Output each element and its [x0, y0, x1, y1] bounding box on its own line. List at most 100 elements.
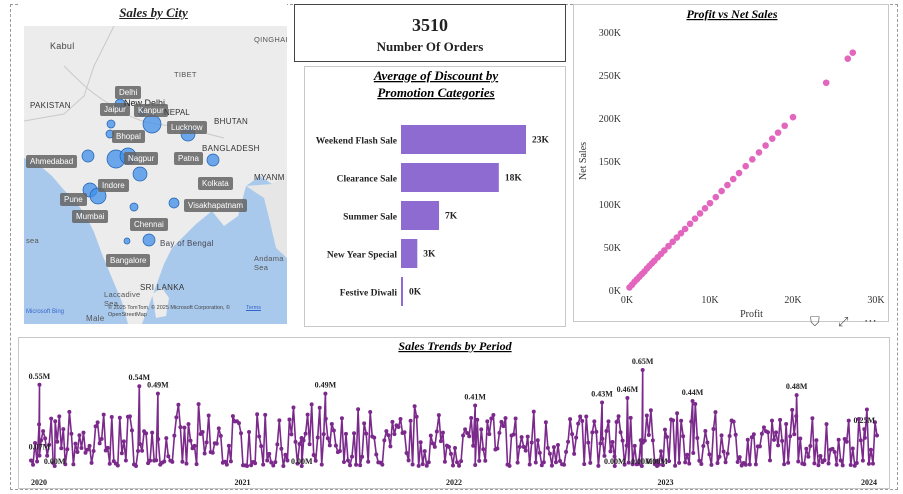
line-point[interactable]: [35, 460, 39, 464]
line-point[interactable]: [120, 451, 124, 455]
line-point[interactable]: [709, 463, 713, 467]
line-point[interactable]: [471, 444, 475, 448]
line-point[interactable]: [794, 414, 798, 418]
line-point[interactable]: [524, 449, 528, 453]
scatter-point[interactable]: [844, 55, 851, 62]
line-point[interactable]: [164, 436, 168, 440]
line-point[interactable]: [687, 462, 691, 466]
line-point[interactable]: [752, 432, 756, 436]
line-point[interactable]: [247, 430, 251, 434]
line-point[interactable]: [770, 419, 774, 423]
line-point[interactable]: [469, 416, 473, 420]
line-point[interactable]: [148, 459, 152, 463]
line-point[interactable]: [362, 421, 366, 425]
line-point[interactable]: [806, 455, 810, 459]
line-point[interactable]: [253, 461, 257, 465]
line-point[interactable]: [572, 452, 576, 456]
line-point[interactable]: [467, 434, 471, 438]
line-point[interactable]: [322, 432, 326, 436]
scatter-point[interactable]: [724, 182, 731, 189]
line-point[interactable]: [392, 432, 396, 436]
line-point[interactable]: [211, 451, 215, 455]
line-point[interactable]: [869, 448, 873, 452]
scatter-point[interactable]: [756, 149, 763, 156]
line-point[interactable]: [388, 444, 392, 448]
line-point[interactable]: [564, 450, 568, 454]
line-point[interactable]: [570, 432, 574, 436]
line-point[interactable]: [55, 440, 59, 444]
line-point[interactable]: [441, 431, 445, 435]
line-point[interactable]: [610, 440, 614, 444]
line-point[interactable]: [473, 463, 477, 467]
line-point[interactable]: [782, 462, 786, 466]
line-point[interactable]: [659, 449, 663, 453]
line-point[interactable]: [138, 442, 142, 446]
line-point[interactable]: [554, 460, 558, 464]
scatter-point[interactable]: [769, 135, 776, 142]
line-point[interactable]: [271, 464, 275, 468]
line-point[interactable]: [566, 440, 570, 444]
line-point[interactable]: [562, 463, 566, 467]
line-point[interactable]: [847, 419, 851, 423]
line-point[interactable]: [277, 418, 281, 422]
line-point[interactable]: [520, 435, 524, 439]
city-label-lucknow[interactable]: Lucknow: [167, 121, 207, 134]
line-point[interactable]: [457, 464, 461, 468]
line-point[interactable]: [633, 444, 637, 448]
line-point[interactable]: [110, 415, 114, 419]
line-point[interactable]: [608, 449, 612, 453]
map-area[interactable]: Kabul QINGHAI TIBET PAKISTAN BHUTAN BANG…: [24, 26, 287, 324]
scatter-point[interactable]: [749, 156, 756, 163]
line-point[interactable]: [279, 447, 283, 451]
line-point[interactable]: [542, 460, 546, 464]
city-label-bangalore[interactable]: Bangalore: [106, 254, 150, 267]
line-point[interactable]: [124, 459, 128, 463]
line-point[interactable]: [180, 460, 184, 464]
line-point[interactable]: [37, 454, 41, 458]
line-point[interactable]: [122, 439, 126, 443]
line-point[interactable]: [137, 384, 141, 388]
line-point[interactable]: [130, 428, 134, 432]
line-point[interactable]: [283, 453, 287, 457]
line-point[interactable]: [600, 437, 604, 441]
line-point[interactable]: [598, 441, 602, 445]
line-point[interactable]: [574, 436, 578, 440]
line-point[interactable]: [207, 414, 211, 418]
line-point[interactable]: [136, 449, 140, 453]
line-point[interactable]: [693, 402, 697, 406]
line-point[interactable]: [449, 452, 453, 456]
line-point[interactable]: [197, 402, 201, 406]
line-point[interactable]: [776, 443, 780, 447]
line-point[interactable]: [851, 446, 855, 450]
line-point[interactable]: [526, 435, 530, 439]
line-point[interactable]: [576, 422, 580, 426]
line-point[interactable]: [323, 392, 327, 396]
line-point[interactable]: [310, 402, 314, 406]
line-point[interactable]: [596, 464, 600, 468]
line-point[interactable]: [346, 459, 350, 463]
scatter-point[interactable]: [718, 188, 725, 195]
line-point[interactable]: [550, 464, 554, 468]
line-point[interactable]: [845, 440, 849, 444]
line-point[interactable]: [316, 436, 320, 440]
line-point[interactable]: [619, 430, 623, 434]
scatter-point[interactable]: [707, 200, 714, 207]
line-point[interactable]: [75, 450, 79, 454]
line-point[interactable]: [382, 438, 386, 442]
line-point[interactable]: [405, 451, 409, 455]
scatter-point[interactable]: [730, 176, 737, 183]
line-point[interactable]: [594, 430, 598, 434]
line-point[interactable]: [501, 424, 505, 428]
line-point[interactable]: [451, 464, 455, 468]
line-point[interactable]: [37, 422, 41, 426]
line-point[interactable]: [544, 420, 548, 424]
line-point[interactable]: [172, 434, 176, 438]
line-point[interactable]: [839, 458, 843, 462]
line-point[interactable]: [673, 464, 677, 468]
line-point[interactable]: [398, 417, 402, 421]
sales-by-city-map[interactable]: Sales by City Kabul QINGHAI TIBET PAKIST…: [20, 4, 287, 322]
scatter-point[interactable]: [781, 122, 788, 129]
city-label-visakhapatnam[interactable]: Visakhapatnam: [184, 199, 247, 212]
line-point[interactable]: [546, 446, 550, 450]
line-point[interactable]: [184, 462, 188, 466]
